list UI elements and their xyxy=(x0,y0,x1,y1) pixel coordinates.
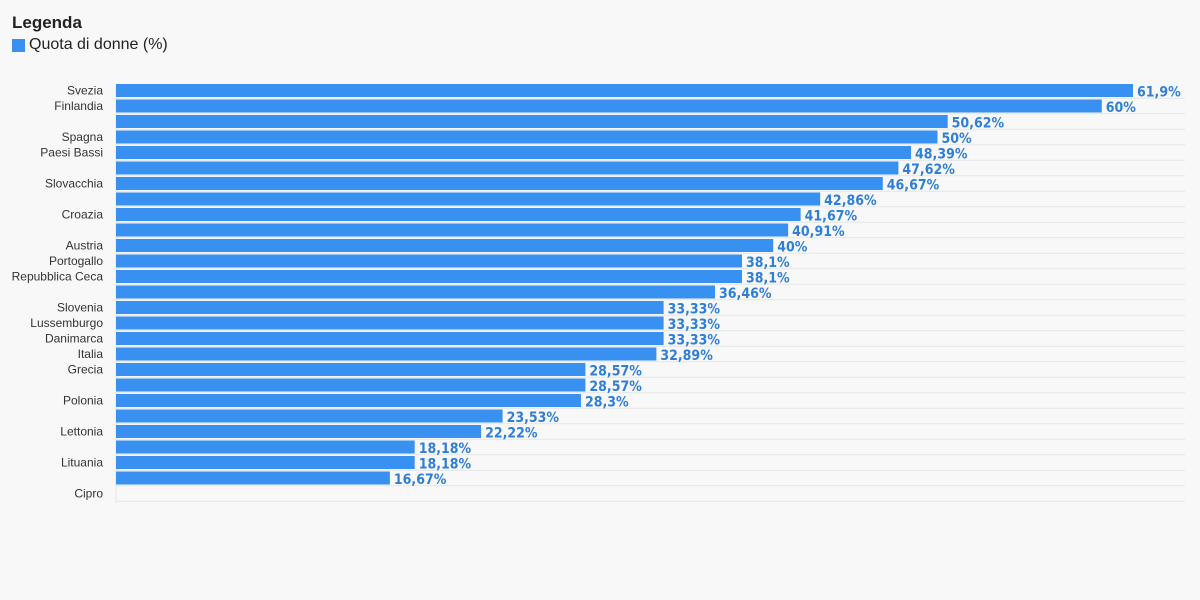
bar-value-label: 61,9% xyxy=(1137,85,1181,101)
category-label: Polonia xyxy=(63,394,103,408)
bar-value-label: 40,91% xyxy=(792,224,845,240)
bar[interactable] xyxy=(116,208,801,221)
category-label: Lussemburgo xyxy=(30,316,103,330)
bar-value-label: 23,53% xyxy=(507,410,560,426)
category-label: Svezia xyxy=(67,84,103,98)
category-label: Austria xyxy=(66,239,104,253)
bar[interactable] xyxy=(116,471,390,485)
category-label: Croazia xyxy=(62,208,104,222)
bar-value-label: 40% xyxy=(777,240,808,256)
category-label: Spagna xyxy=(62,130,104,144)
bar-value-label: 28,57% xyxy=(589,379,642,395)
bar-value-label: 38,1% xyxy=(746,255,790,271)
bar[interactable] xyxy=(116,192,821,206)
bar[interactable] xyxy=(116,239,774,252)
bar-value-label: 46,67% xyxy=(887,178,940,194)
bar-value-label: 36,46% xyxy=(719,286,772,302)
bar-value-label: 42,86% xyxy=(824,193,877,209)
category-label: Repubblica Ceca xyxy=(12,270,104,284)
bar[interactable] xyxy=(116,146,912,159)
bar[interactable] xyxy=(116,285,716,299)
category-label: Portogallo xyxy=(49,254,103,268)
bar-value-label: 50,62% xyxy=(952,116,1005,132)
bar[interactable] xyxy=(116,130,938,144)
bar-value-label: 33,33% xyxy=(668,333,721,349)
bar[interactable] xyxy=(116,301,664,314)
bar-value-label: 33,33% xyxy=(668,317,721,333)
category-label: Lituania xyxy=(61,456,103,470)
bar[interactable] xyxy=(116,363,586,376)
bar-value-label: 18,18% xyxy=(419,457,472,473)
bar[interactable] xyxy=(116,456,415,469)
bar-value-label: 33,33% xyxy=(668,302,721,318)
bar[interactable] xyxy=(116,254,742,268)
legend-item[interactable]: Quota di donne (%) xyxy=(12,36,168,54)
category-label: Italia xyxy=(78,347,104,361)
bar-value-label: 41,67% xyxy=(805,209,858,225)
category-label: Cipro xyxy=(74,487,103,501)
category-label: Danimarca xyxy=(45,332,103,346)
bar-value-label: 38,1% xyxy=(746,271,790,287)
bar-value-label: 28,57% xyxy=(589,364,642,380)
bar[interactable] xyxy=(116,409,503,423)
bar[interactable] xyxy=(116,425,482,438)
bar[interactable] xyxy=(116,440,415,454)
bar-value-label: 18,18% xyxy=(419,441,472,457)
category-label: Paesi Bassi xyxy=(40,146,103,160)
bar[interactable] xyxy=(116,161,899,175)
bar[interactable] xyxy=(116,270,742,283)
bar-value-label: 22,22% xyxy=(485,426,538,442)
bar[interactable] xyxy=(116,177,883,190)
bar-value-label: 47,62% xyxy=(902,162,955,178)
bar-value-label: 60% xyxy=(1106,100,1137,116)
legend-title: Legenda xyxy=(12,13,82,32)
bar-value-label: 16,67% xyxy=(394,472,447,488)
bar-value-label: 32,89% xyxy=(660,348,713,364)
legend-label: Quota di donne (%) xyxy=(29,36,168,53)
category-label: Grecia xyxy=(68,363,104,377)
bar[interactable] xyxy=(116,347,657,361)
bar[interactable] xyxy=(116,223,789,237)
legend: Legenda Quota di donne (%) xyxy=(12,12,168,54)
bar[interactable] xyxy=(116,99,1102,113)
bar-value-label: 50% xyxy=(941,131,972,147)
category-label: Finlandia xyxy=(54,99,103,113)
bar-value-label: 28,3% xyxy=(585,395,629,411)
bar-value-label: 48,39% xyxy=(915,147,968,163)
bar[interactable] xyxy=(116,84,1133,97)
category-label: Slovenia xyxy=(57,301,103,315)
bar[interactable] xyxy=(116,332,664,345)
legend-swatch xyxy=(12,38,25,52)
bar[interactable] xyxy=(116,316,664,330)
bar[interactable] xyxy=(116,378,586,392)
category-label: Slovacchia xyxy=(45,177,103,191)
bar[interactable] xyxy=(116,394,581,407)
bar[interactable] xyxy=(116,115,948,128)
category-label: Lettonia xyxy=(60,425,103,439)
